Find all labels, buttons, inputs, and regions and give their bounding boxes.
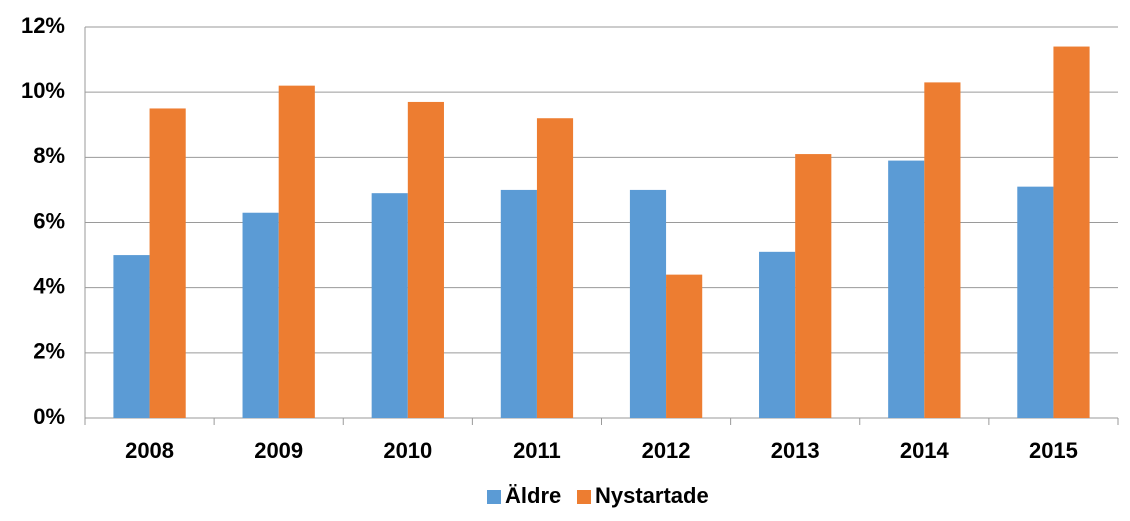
bar — [149, 108, 186, 418]
legend-swatch — [577, 490, 591, 504]
y-tick-label: 4% — [33, 273, 65, 298]
x-tick-label: 2009 — [254, 438, 303, 463]
bar — [536, 118, 574, 418]
x-tick-label: 2011 — [513, 438, 561, 463]
bar — [666, 274, 703, 418]
bar — [1053, 46, 1090, 419]
legend-label: Nystartade — [595, 483, 709, 508]
y-tick-label: 12% — [21, 13, 65, 38]
y-tick-label: 0% — [33, 404, 65, 429]
bar — [759, 251, 796, 418]
bar — [371, 193, 408, 418]
bar — [242, 212, 279, 418]
bar — [407, 101, 444, 419]
x-tick-label: 2012 — [642, 438, 691, 463]
bar — [1017, 186, 1054, 418]
bar — [629, 189, 667, 418]
y-tick-label: 10% — [21, 78, 65, 103]
x-tick-label: 2015 — [1029, 438, 1078, 463]
x-tick-label: 2010 — [383, 438, 432, 463]
x-tick-label: 2014 — [900, 438, 950, 463]
y-tick-label: 6% — [33, 208, 65, 233]
bar — [278, 85, 315, 419]
bar — [888, 160, 925, 418]
bar — [500, 189, 537, 418]
bar — [113, 255, 150, 418]
bar — [795, 154, 832, 418]
legend-label: Äldre — [505, 483, 561, 508]
y-tick-label: 8% — [33, 143, 65, 168]
legend-swatch — [487, 490, 501, 504]
x-tick-label: 2008 — [125, 438, 174, 463]
bar — [924, 82, 961, 419]
x-tick-label: 2013 — [771, 438, 820, 463]
y-tick-label: 2% — [33, 339, 65, 364]
